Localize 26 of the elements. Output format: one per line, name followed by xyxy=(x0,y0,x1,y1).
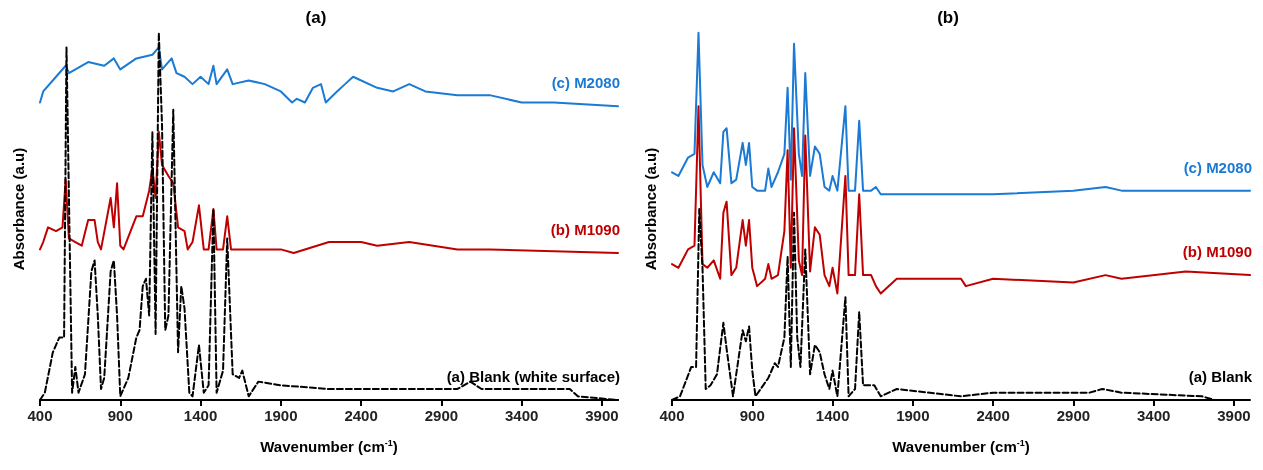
x-tick-label: 3900 xyxy=(585,407,619,424)
chart-title: (a) xyxy=(305,8,327,27)
series-label: (b) M1090 xyxy=(1182,243,1252,261)
x-tick-label: 900 xyxy=(107,407,133,424)
x-tick-label: 900 xyxy=(739,407,765,424)
x-tick-label: 400 xyxy=(27,407,53,424)
x-tick-label: 3400 xyxy=(1136,407,1170,424)
series-label: (c) M2080 xyxy=(551,74,620,92)
x-tick-label: 3400 xyxy=(504,407,539,424)
x-tick-label: 1900 xyxy=(264,407,298,424)
x-tick-label: 2900 xyxy=(1056,407,1090,424)
x-tick-label: 2400 xyxy=(344,407,378,424)
x-tick-label: 1900 xyxy=(895,407,930,424)
y-axis-title: Absorbance (a.u) xyxy=(641,147,659,271)
chart-title: (b) xyxy=(936,8,959,27)
series-label: (a) Blank xyxy=(1188,368,1253,385)
x-tick-label: 2400 xyxy=(975,407,1010,424)
x-tick-label: 2900 xyxy=(424,407,459,424)
series-label: (b) M1090 xyxy=(550,221,620,239)
x-tick-label: 3900 xyxy=(1216,407,1251,424)
series-label: (c) M2080 xyxy=(1183,158,1252,176)
x-tick-label: 400 xyxy=(658,407,685,424)
x-tick-label: 1400 xyxy=(183,407,218,424)
x-tick-label: 1400 xyxy=(815,407,849,424)
y-axis-title: Absorbance (a.u) xyxy=(10,147,27,271)
series-label: (a) Blank (white surface) xyxy=(446,368,620,385)
